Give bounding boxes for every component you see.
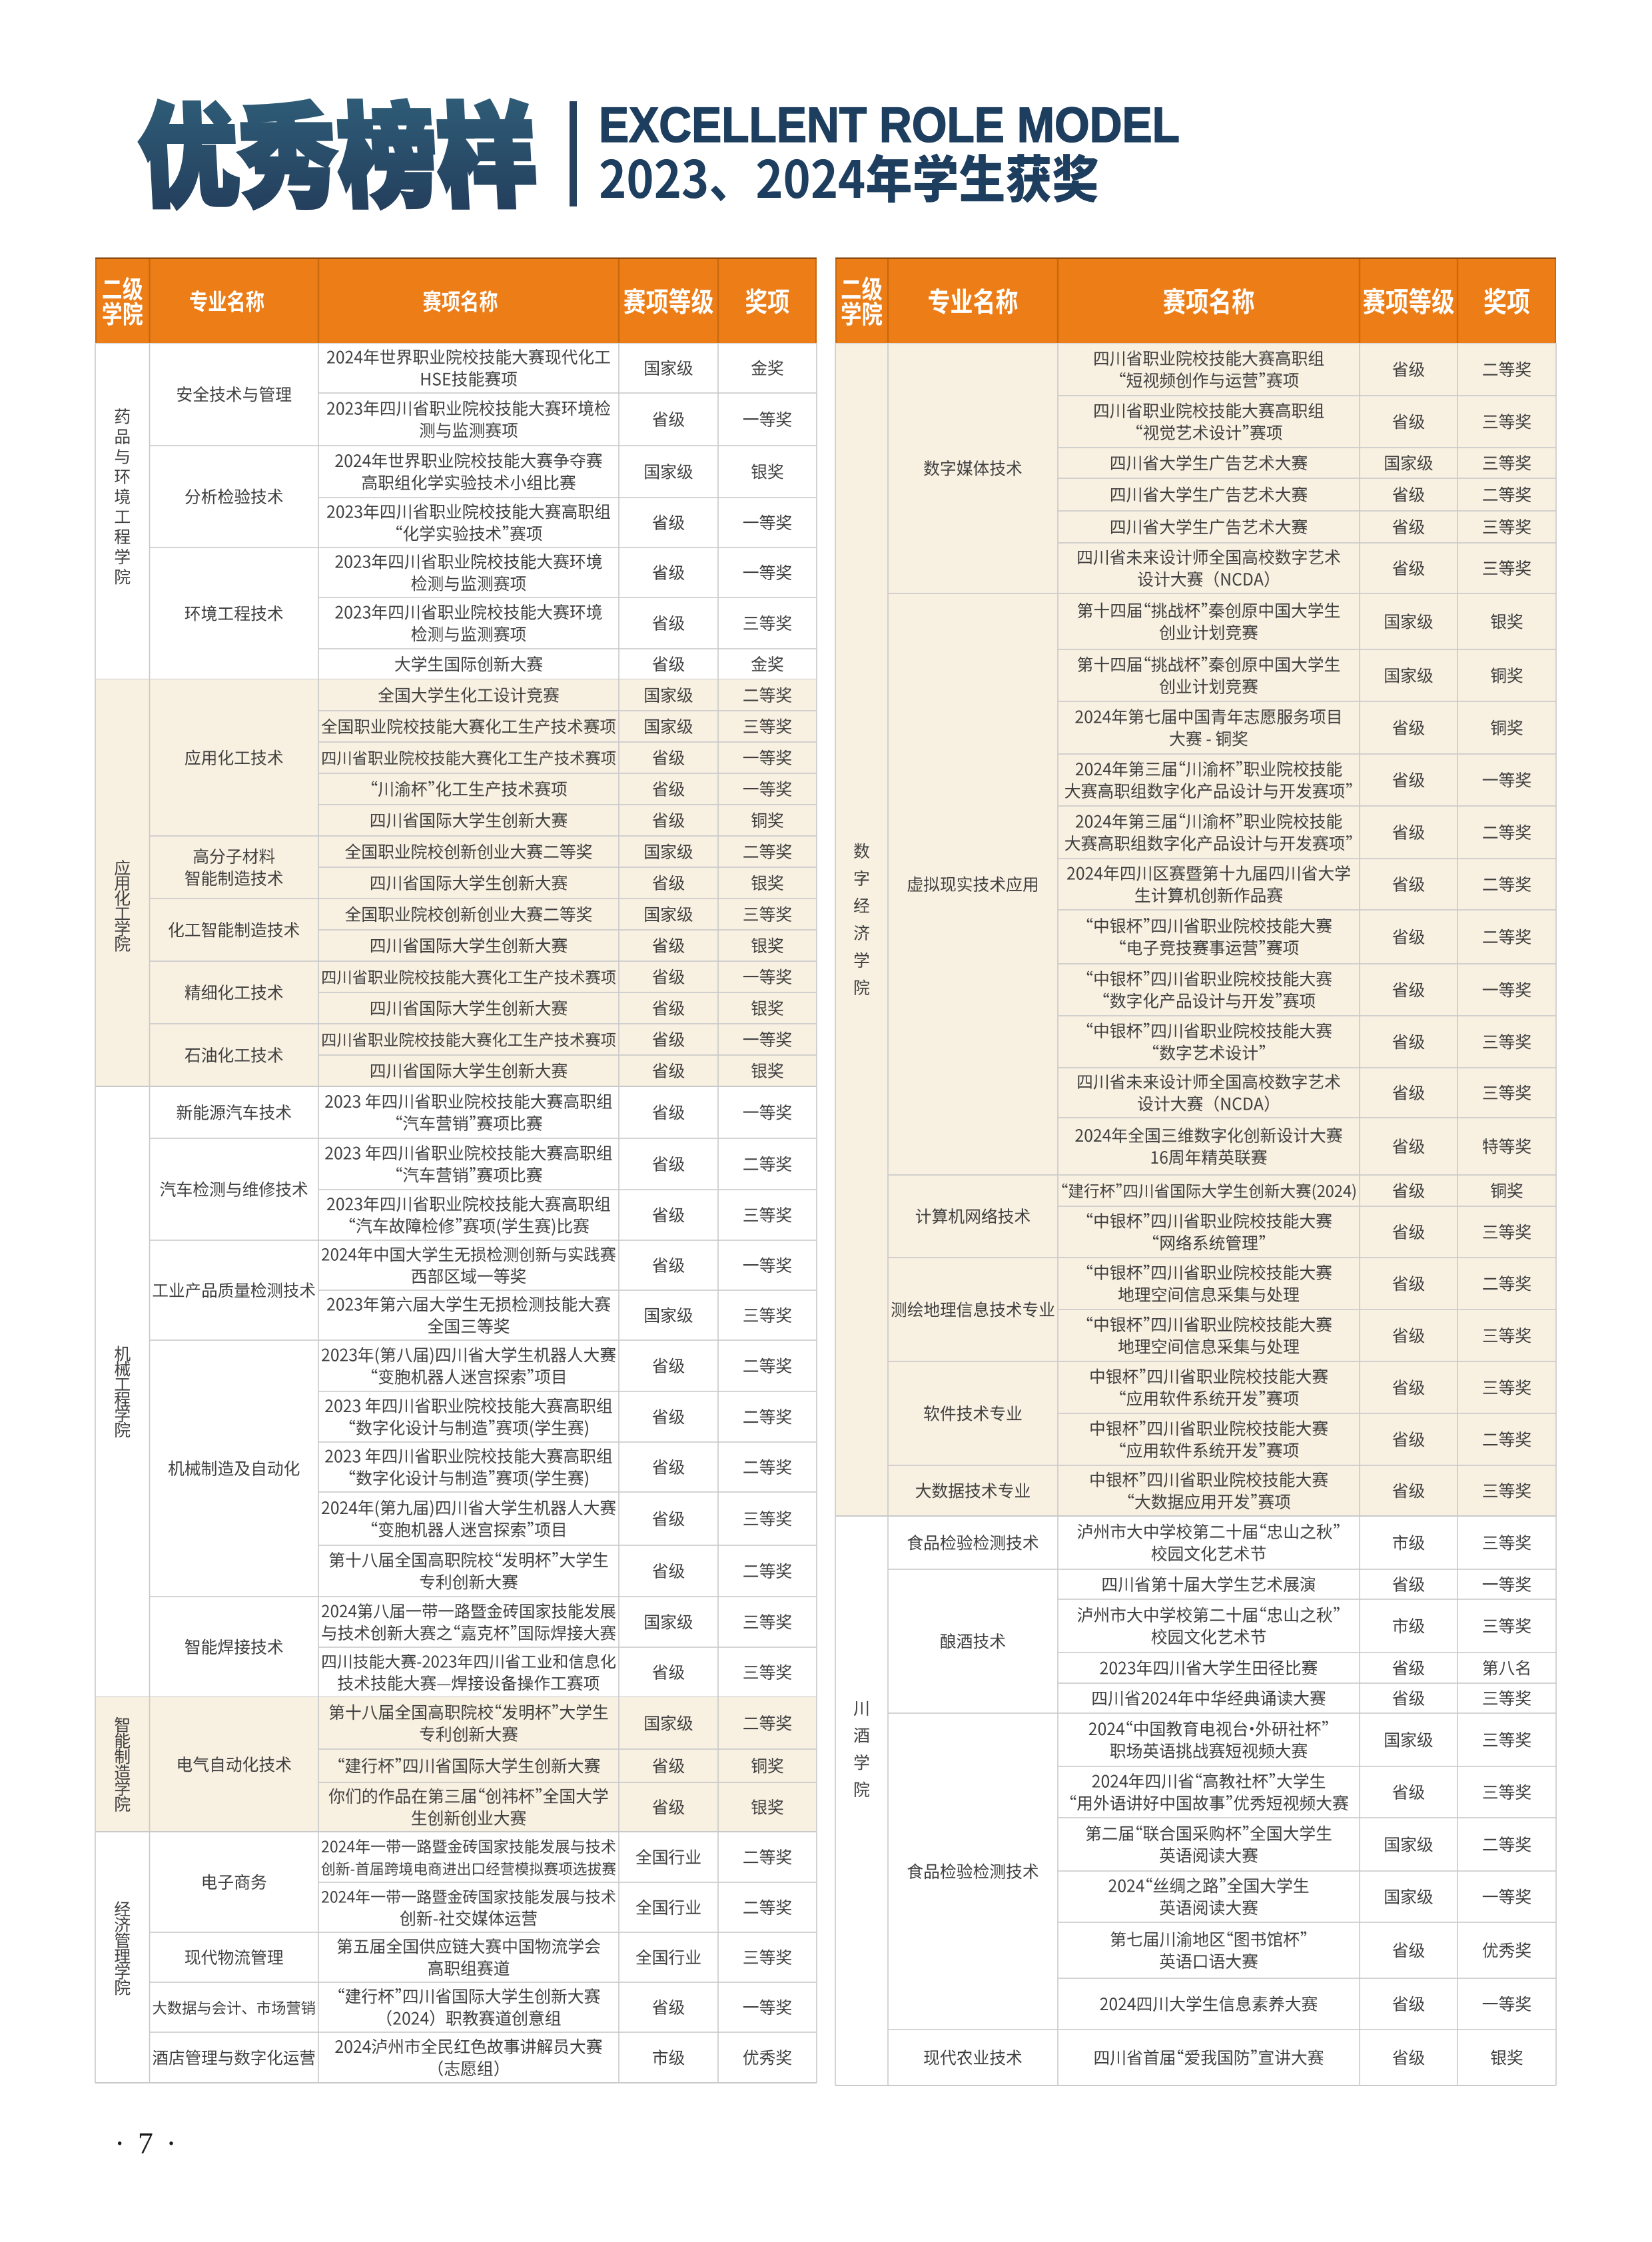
svg-text:EXCELLENT ROLE MODEL: EXCELLENT ROLE MODEL xyxy=(599,97,1180,153)
svg-text:· 7 ·: · 7 · xyxy=(115,2126,179,2160)
